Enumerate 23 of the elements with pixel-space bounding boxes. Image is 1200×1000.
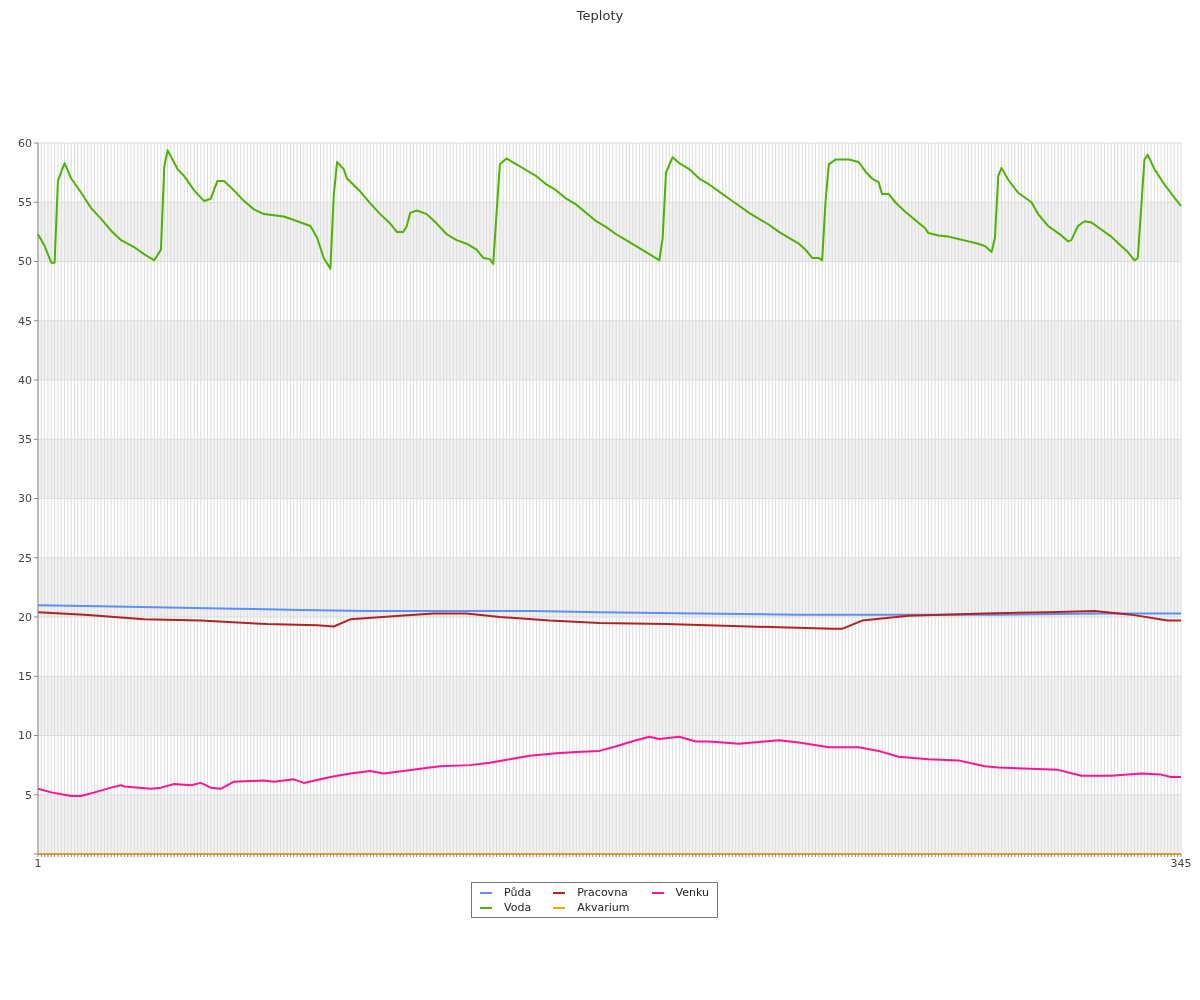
y-tick-label: 10	[18, 729, 32, 743]
line-series	[37, 149, 1182, 270]
x-tick-label: 345	[1170, 856, 1192, 870]
chart-title: Teploty	[575, 8, 625, 25]
y-tick-label: 20	[18, 610, 32, 624]
y-tick-label: 45	[18, 314, 32, 328]
legend-label: Akvarium	[577, 901, 630, 914]
legend-label: Voda	[504, 901, 532, 914]
y-tick-label: 35	[18, 433, 32, 447]
y-tick-label: 50	[18, 255, 32, 269]
legend-label: Venku	[675, 886, 709, 899]
legend-label: Půda	[504, 886, 532, 899]
y-tick-label: 15	[18, 670, 32, 684]
y-tick-label: 30	[18, 492, 32, 506]
y-tick-label: 5	[25, 788, 32, 802]
y-tick-label: 60	[18, 136, 32, 150]
legend-label: Pracovna	[577, 886, 628, 899]
x-tick-label: 1	[34, 856, 42, 870]
y-tick-label: 25	[18, 551, 32, 565]
line-series	[37, 610, 1182, 630]
y-tick-label: 55	[18, 196, 32, 210]
line-series	[37, 604, 1182, 616]
y-tick-label: 40	[18, 373, 32, 387]
